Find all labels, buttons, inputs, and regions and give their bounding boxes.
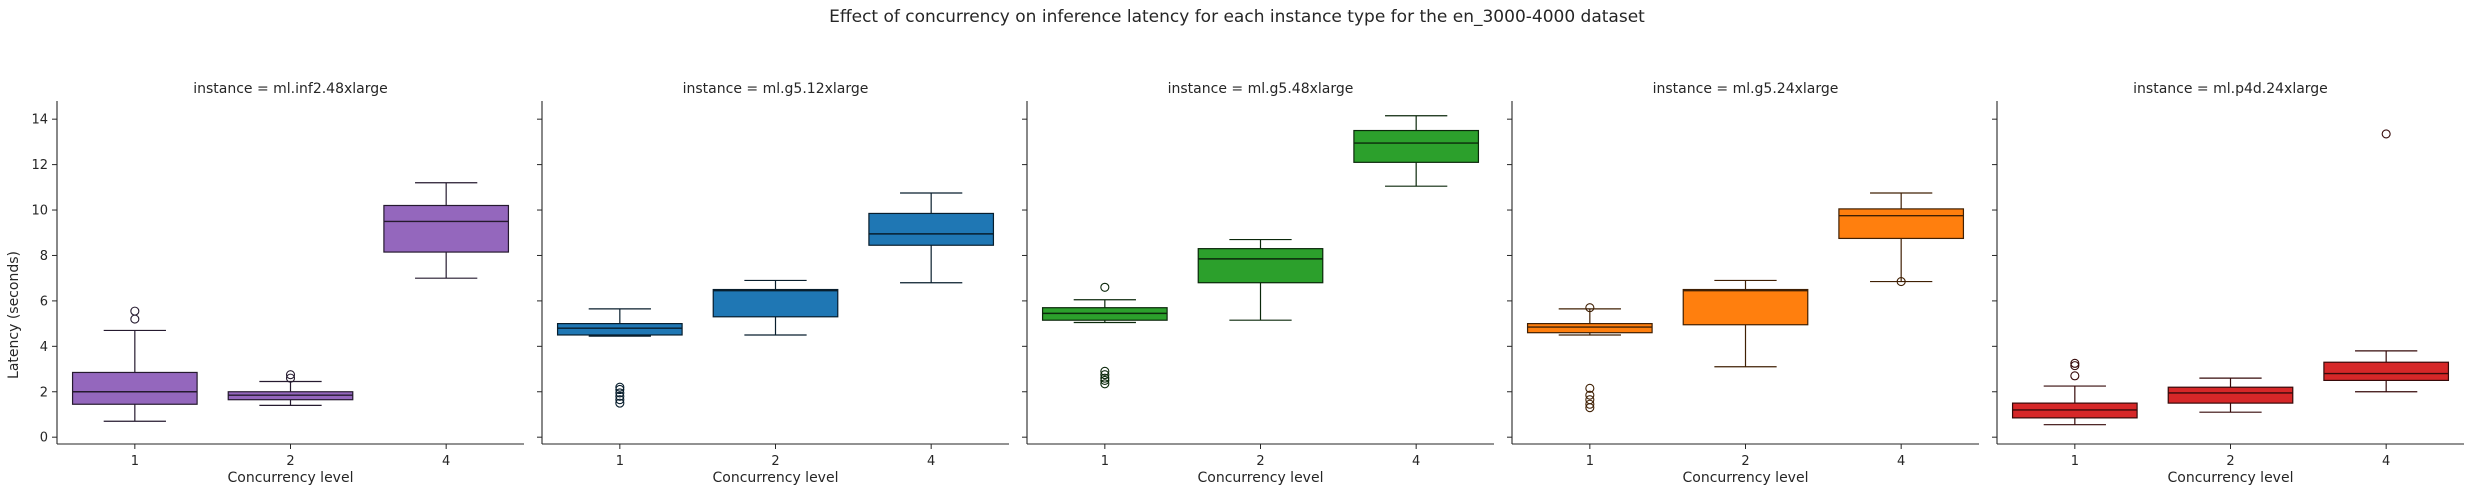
x-tick-label: 4 xyxy=(927,454,935,469)
box-iqr xyxy=(1526,323,1653,334)
box-iqr xyxy=(712,288,839,318)
panel-title: instance = ml.p4d.24xlarge xyxy=(2133,81,2328,97)
outlier-point xyxy=(615,391,625,401)
outlier-point xyxy=(285,373,296,383)
panel-title: instance = ml.inf2.48xlarge xyxy=(193,81,388,97)
box-4 xyxy=(2323,129,2450,393)
outlier-point xyxy=(1100,373,1110,383)
outlier-point xyxy=(1585,399,1595,409)
x-tick-label: 1 xyxy=(2071,454,2079,469)
x-tick-label: 4 xyxy=(2382,454,2390,469)
panel-title: instance = ml.g5.12xlarge xyxy=(683,81,869,97)
outlier-point xyxy=(1585,383,1595,393)
y-tick-label: 12 xyxy=(31,158,48,173)
panel-title: instance = ml.g5.48xlarge xyxy=(1168,81,1354,97)
box-iqr xyxy=(71,371,198,405)
x-tick-label: 1 xyxy=(616,454,624,469)
x-tick-label: 4 xyxy=(1897,454,1905,469)
box-4 xyxy=(1353,115,1480,187)
x-tick-label: 2 xyxy=(1256,454,1264,469)
outlier-point xyxy=(615,395,625,405)
y-tick-label: 4 xyxy=(40,340,48,355)
box-iqr xyxy=(2323,361,2450,381)
facet-panel: instance = ml.p4d.24xlarge 1 2 4 Concurrency… xyxy=(1992,81,2464,486)
outlier-point xyxy=(2070,371,2080,381)
x-tick-label: 1 xyxy=(1101,454,1109,469)
box-2 xyxy=(227,370,354,406)
outlier-point xyxy=(285,370,296,380)
box-2 xyxy=(1197,238,1324,321)
box-4 xyxy=(383,182,510,279)
x-axis-label: Concurrency level xyxy=(713,470,839,486)
box-4 xyxy=(1838,192,1965,287)
box-iqr xyxy=(1197,248,1324,284)
outlier-point xyxy=(1585,390,1595,400)
box-1 xyxy=(2011,358,2138,426)
y-tick-label: 8 xyxy=(40,249,48,264)
x-tick-label: 2 xyxy=(1741,454,1749,469)
y-axis-label: Latency (seconds) xyxy=(6,251,22,379)
outlier-point xyxy=(2070,358,2080,368)
outlier-point xyxy=(2381,129,2391,139)
box-1 xyxy=(1526,303,1653,413)
facet-panel: instance = ml.g5.48xlarge 1 2 4 Concurrency … xyxy=(1022,81,1494,486)
x-tick-label: 2 xyxy=(771,454,779,469)
outlier-point xyxy=(1100,370,1110,380)
x-tick-label: 4 xyxy=(1412,454,1420,469)
x-tick-label: 1 xyxy=(1586,454,1594,469)
box-iqr xyxy=(1682,288,1809,326)
outlier-point xyxy=(615,388,625,398)
chart-title: Effect of concurrency on inference laten… xyxy=(829,7,1645,27)
y-tick-label: 10 xyxy=(31,204,48,219)
x-tick-label: 1 xyxy=(131,454,139,469)
outlier-point xyxy=(1896,277,1906,287)
box-iqr xyxy=(1353,129,1480,163)
box-1 xyxy=(1041,282,1168,389)
box-2 xyxy=(1682,279,1809,368)
box-2 xyxy=(2167,377,2294,413)
box-iqr xyxy=(868,212,995,246)
x-axis-label: Concurrency level xyxy=(2168,470,2294,486)
outlier-point xyxy=(1585,303,1595,313)
panel-title: instance = ml.g5.24xlarge xyxy=(1653,81,1839,97)
y-tick-label: 2 xyxy=(40,385,48,400)
y-tick-label: 6 xyxy=(40,294,48,309)
box-1 xyxy=(71,306,198,422)
facet-panel: instance = ml.g5.24xlarge 1 2 4 Concurrency … xyxy=(1507,81,1979,486)
outlier-point xyxy=(1100,282,1110,292)
box-2 xyxy=(712,279,839,336)
box-iqr xyxy=(2167,386,2294,404)
x-tick-label: 2 xyxy=(2226,454,2234,469)
x-tick-label: 4 xyxy=(442,454,450,469)
outlier-point xyxy=(615,382,625,392)
outlier-point xyxy=(130,306,140,316)
outlier-point xyxy=(1585,395,1595,405)
box-iqr xyxy=(383,204,510,253)
y-tick-label: 0 xyxy=(40,431,48,446)
box-iqr xyxy=(556,323,683,336)
outlier-point xyxy=(615,384,625,395)
x-axis-label: Concurrency level xyxy=(1198,470,1324,486)
box-iqr xyxy=(1838,208,1965,240)
x-axis-label: Concurrency level xyxy=(1683,470,1809,486)
outlier-point xyxy=(615,398,625,408)
box-1 xyxy=(556,308,683,408)
outlier-point xyxy=(2070,361,2080,371)
facet-panel: instance = ml.g5.12xlarge 1 2 4 Concurrency … xyxy=(537,81,1009,486)
x-axis-label: Concurrency level xyxy=(228,470,354,486)
x-tick-label: 2 xyxy=(286,454,294,469)
outlier-point xyxy=(130,314,140,324)
y-tick-label: 14 xyxy=(31,113,48,128)
outlier-point xyxy=(1100,379,1110,389)
box-4 xyxy=(868,192,995,284)
outlier-point xyxy=(1100,366,1110,376)
outlier-point xyxy=(1100,375,1110,385)
